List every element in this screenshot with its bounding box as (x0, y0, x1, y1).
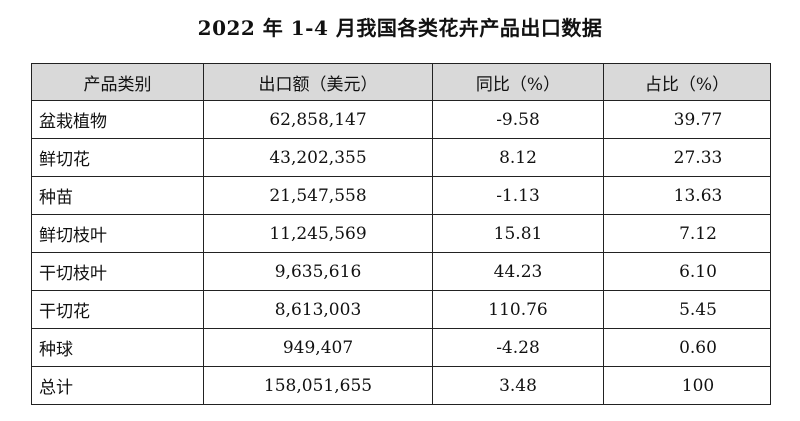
cell-export-value: 21,547,558 (203, 176, 433, 215)
cell-share: 27.33 (603, 138, 771, 177)
cell-export-value: 11,245,569 (203, 214, 433, 253)
cell-category: 鲜切花 (31, 138, 204, 177)
cell-yoy: 44.23 (432, 252, 604, 291)
table-row: 种苗 21,547,558 -1.13 13.63 (31, 176, 771, 215)
cell-category: 种苗 (31, 176, 204, 215)
header-row: 产品类别 出口额（美元） 同比（%） 占比（%） (31, 63, 771, 101)
cell-share: 5.45 (603, 290, 771, 329)
cell-share: 0.60 (603, 328, 771, 367)
column-header-export-value: 出口额（美元） (203, 63, 433, 101)
cell-share: 13.63 (603, 176, 771, 215)
table-row: 盆栽植物 62,858,147 -9.58 39.77 (31, 100, 771, 139)
cell-yoy: 15.81 (432, 214, 604, 253)
cell-share: 100 (603, 366, 771, 405)
cell-category: 鲜切枝叶 (31, 214, 204, 253)
cell-export-value: 62,858,147 (203, 100, 433, 139)
cell-yoy: -9.58 (432, 100, 604, 139)
cell-yoy: 8.12 (432, 138, 604, 177)
cell-share: 6.10 (603, 252, 771, 291)
cell-yoy: 3.48 (432, 366, 604, 405)
cell-export-value: 9,635,616 (203, 252, 433, 291)
column-header-category: 产品类别 (31, 63, 204, 101)
export-data-table: 产品类别 出口额（美元） 同比（%） 占比（%） 盆栽植物 62,858,147… (31, 63, 771, 405)
table-row: 鲜切枝叶 11,245,569 15.81 7.12 (31, 214, 771, 253)
table-row-total: 总计 158,051,655 3.48 100 (31, 366, 771, 405)
cell-share: 7.12 (603, 214, 771, 253)
column-header-yoy: 同比（%） (432, 63, 604, 101)
cell-export-value: 158,051,655 (203, 366, 433, 405)
table-title: 2022 年 1-4 月我国各类花卉产品出口数据 (197, 16, 603, 40)
cell-category: 种球 (31, 328, 204, 367)
table-row: 种球 949,407 -4.28 0.60 (31, 328, 771, 367)
cell-export-value: 8,613,003 (203, 290, 433, 329)
cell-category: 干切枝叶 (31, 252, 204, 291)
cell-yoy: 110.76 (432, 290, 604, 329)
cell-category: 总计 (31, 366, 204, 405)
table-row: 鲜切花 43,202,355 8.12 27.33 (31, 138, 771, 177)
cell-share: 39.77 (603, 100, 771, 139)
cell-yoy: -4.28 (432, 328, 604, 367)
cell-yoy: -1.13 (432, 176, 604, 215)
cell-export-value: 43,202,355 (203, 138, 433, 177)
cell-category: 干切花 (31, 290, 204, 329)
table-row: 干切枝叶 9,635,616 44.23 6.10 (31, 252, 771, 291)
cell-category: 盆栽植物 (31, 100, 204, 139)
column-header-share: 占比（%） (603, 63, 771, 101)
table-row: 干切花 8,613,003 110.76 5.45 (31, 290, 771, 329)
cell-export-value: 949,407 (203, 328, 433, 367)
